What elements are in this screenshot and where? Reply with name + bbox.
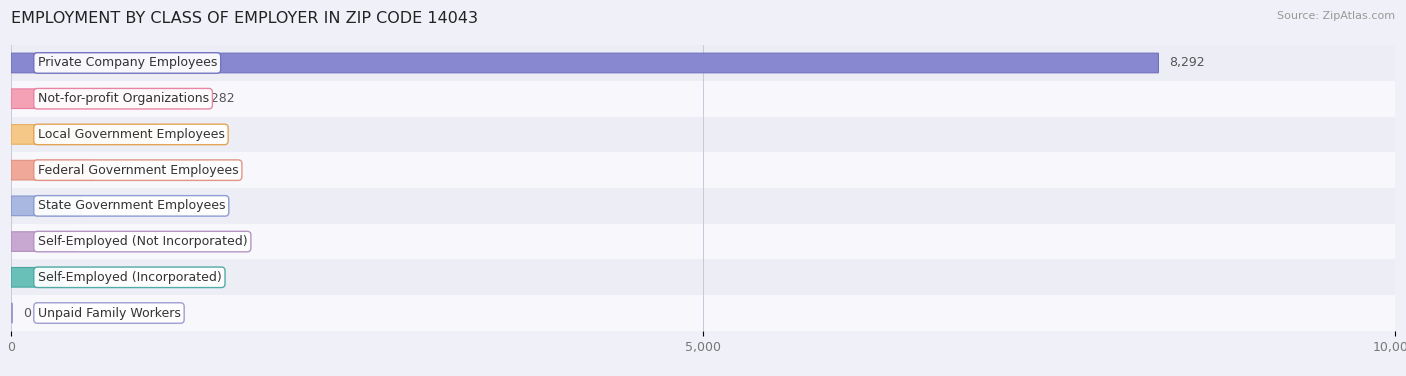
Text: 468: 468 xyxy=(87,235,111,248)
FancyBboxPatch shape xyxy=(11,124,156,144)
FancyBboxPatch shape xyxy=(11,152,1395,188)
Text: Source: ZipAtlas.com: Source: ZipAtlas.com xyxy=(1277,11,1395,21)
Text: Local Government Employees: Local Government Employees xyxy=(38,128,225,141)
Text: Federal Government Employees: Federal Government Employees xyxy=(38,164,238,177)
FancyBboxPatch shape xyxy=(11,232,76,252)
FancyBboxPatch shape xyxy=(11,196,82,216)
FancyBboxPatch shape xyxy=(11,295,1395,331)
FancyBboxPatch shape xyxy=(11,224,1395,259)
Text: Not-for-profit Organizations: Not-for-profit Organizations xyxy=(38,92,208,105)
FancyBboxPatch shape xyxy=(11,188,1395,224)
Text: 8,292: 8,292 xyxy=(1170,56,1205,70)
Text: EMPLOYMENT BY CLASS OF EMPLOYER IN ZIP CODE 14043: EMPLOYMENT BY CLASS OF EMPLOYER IN ZIP C… xyxy=(11,11,478,26)
Text: 504: 504 xyxy=(91,199,115,212)
Text: Unpaid Family Workers: Unpaid Family Workers xyxy=(38,306,180,320)
FancyBboxPatch shape xyxy=(11,259,1395,295)
Text: 1,051: 1,051 xyxy=(167,128,204,141)
FancyBboxPatch shape xyxy=(11,117,1395,152)
FancyBboxPatch shape xyxy=(11,53,1159,73)
FancyBboxPatch shape xyxy=(11,89,188,109)
Text: 0: 0 xyxy=(24,306,31,320)
Text: 1,282: 1,282 xyxy=(200,92,235,105)
Text: 599: 599 xyxy=(105,164,129,177)
FancyBboxPatch shape xyxy=(11,45,1395,81)
FancyBboxPatch shape xyxy=(11,160,94,180)
Text: 371: 371 xyxy=(73,271,97,284)
Text: Self-Employed (Not Incorporated): Self-Employed (Not Incorporated) xyxy=(38,235,247,248)
FancyBboxPatch shape xyxy=(11,267,63,287)
Text: State Government Employees: State Government Employees xyxy=(38,199,225,212)
FancyBboxPatch shape xyxy=(11,81,1395,117)
Text: Self-Employed (Incorporated): Self-Employed (Incorporated) xyxy=(38,271,221,284)
Text: Private Company Employees: Private Company Employees xyxy=(38,56,217,70)
